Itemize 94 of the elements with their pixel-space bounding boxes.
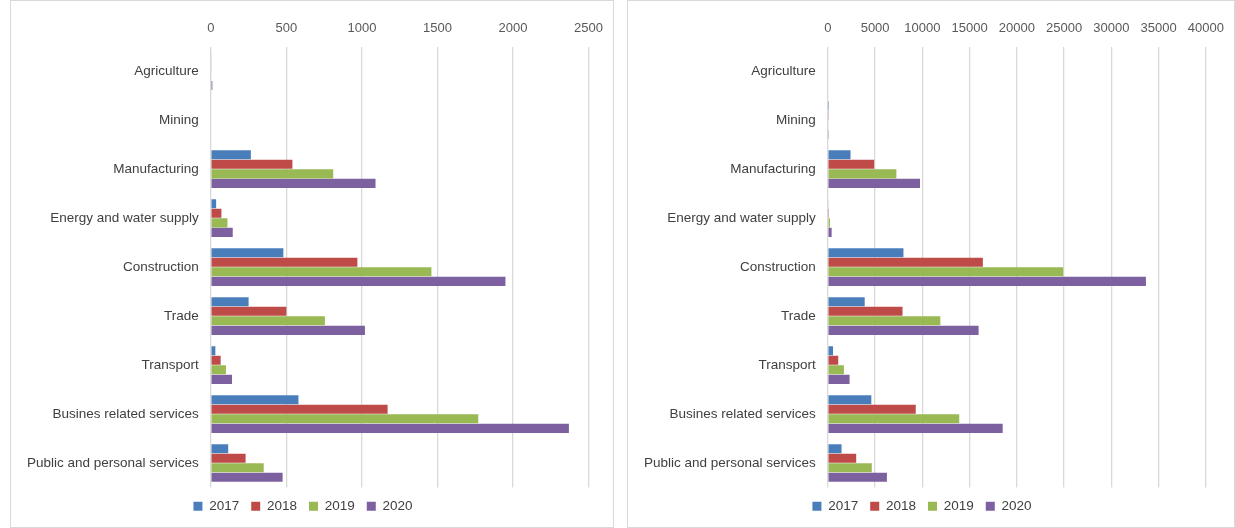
bar xyxy=(828,178,920,188)
bar xyxy=(211,472,283,482)
x-tick-label: 0 xyxy=(824,20,832,36)
bar xyxy=(211,267,432,277)
bar xyxy=(211,306,287,316)
y-tick-label: Mining xyxy=(159,111,199,127)
y-tick-label: Manufacturing xyxy=(730,160,816,176)
bar xyxy=(211,374,232,384)
bar xyxy=(828,316,941,326)
bar xyxy=(211,395,299,405)
x-tick-label: 40000 xyxy=(1187,20,1224,36)
bar xyxy=(211,355,221,365)
x-tick-label: 2500 xyxy=(574,20,603,36)
bar xyxy=(211,178,376,188)
bar xyxy=(211,297,249,307)
bar xyxy=(211,276,506,286)
y-tick-label: Transport xyxy=(758,356,817,372)
x-tick-label: 0 xyxy=(207,20,215,36)
bar xyxy=(828,453,857,463)
bar xyxy=(828,423,1003,433)
bar xyxy=(828,227,832,237)
x-tick-label: 35000 xyxy=(1140,20,1177,36)
bar xyxy=(828,404,916,414)
y-tick-label: Public and personal services xyxy=(644,454,817,470)
bar xyxy=(828,355,839,365)
x-tick-label: 5000 xyxy=(860,20,890,36)
y-tick-label: Busines related services xyxy=(52,405,200,421)
x-tick-label: 25000 xyxy=(1046,20,1083,36)
bar xyxy=(211,150,251,160)
y-tick-label: Agriculture xyxy=(751,62,816,78)
bar xyxy=(828,365,844,375)
legend-label: 2020 xyxy=(1001,497,1032,513)
x-tick-label: 2000 xyxy=(498,20,528,36)
legend-label: 2018 xyxy=(885,497,917,513)
bar xyxy=(828,325,979,335)
bar xyxy=(828,463,872,473)
bar xyxy=(211,218,228,228)
bar xyxy=(828,374,850,384)
bar xyxy=(828,444,842,454)
y-tick-label: Construction xyxy=(123,258,199,274)
bar xyxy=(828,346,834,356)
y-tick-label: Energy and water supply xyxy=(667,209,817,225)
legend-label: 2019 xyxy=(324,497,355,513)
legend-label: 2017 xyxy=(828,497,859,513)
bar xyxy=(211,199,217,209)
bar xyxy=(211,325,365,335)
bar xyxy=(211,444,229,454)
bar xyxy=(828,248,904,258)
y-tick-label: Construction xyxy=(740,258,816,274)
x-tick-label: 15000 xyxy=(951,20,988,36)
x-tick-label: 1500 xyxy=(423,20,452,36)
y-tick-label: Energy and water supply xyxy=(50,209,200,225)
bar xyxy=(211,257,358,267)
bar xyxy=(828,472,887,482)
y-tick-label: Trade xyxy=(781,307,816,323)
bar xyxy=(828,414,960,424)
bar xyxy=(211,414,479,424)
bar xyxy=(211,423,569,433)
bar xyxy=(828,159,875,169)
y-tick-label: Public and personal services xyxy=(27,454,200,470)
x-tick-label: 10000 xyxy=(904,20,941,36)
y-tick-label: Mining xyxy=(776,111,816,127)
bar xyxy=(211,159,293,169)
x-tick-label: 20000 xyxy=(998,20,1035,36)
bar xyxy=(828,257,983,267)
bar xyxy=(828,306,903,316)
bar xyxy=(211,208,222,218)
bar xyxy=(211,453,246,463)
bar xyxy=(211,365,226,375)
legend-label: 2019 xyxy=(943,497,974,513)
y-tick-label: Busines related services xyxy=(669,405,817,421)
x-tick-label: 1000 xyxy=(347,20,377,36)
y-tick-label: Agriculture xyxy=(134,62,199,78)
legend-label: 2017 xyxy=(209,497,240,513)
legend-label: 2020 xyxy=(382,497,413,513)
y-tick-label: Manufacturing xyxy=(113,160,199,176)
x-tick-label: 30000 xyxy=(1093,20,1130,36)
legend-label: 2018 xyxy=(266,497,298,513)
bar xyxy=(828,150,851,160)
bar xyxy=(828,297,865,307)
bar xyxy=(211,404,388,414)
bar xyxy=(211,346,216,356)
bar xyxy=(828,276,1146,286)
bar xyxy=(828,395,872,405)
bar xyxy=(211,227,233,237)
y-tick-label: Transport xyxy=(141,356,200,372)
bar xyxy=(211,316,325,326)
bar xyxy=(828,267,1064,277)
x-tick-label: 500 xyxy=(275,20,298,36)
bar xyxy=(211,248,284,258)
bar xyxy=(211,169,334,179)
bar xyxy=(828,169,897,179)
bar xyxy=(211,463,264,473)
y-tick-label: Trade xyxy=(164,307,199,323)
